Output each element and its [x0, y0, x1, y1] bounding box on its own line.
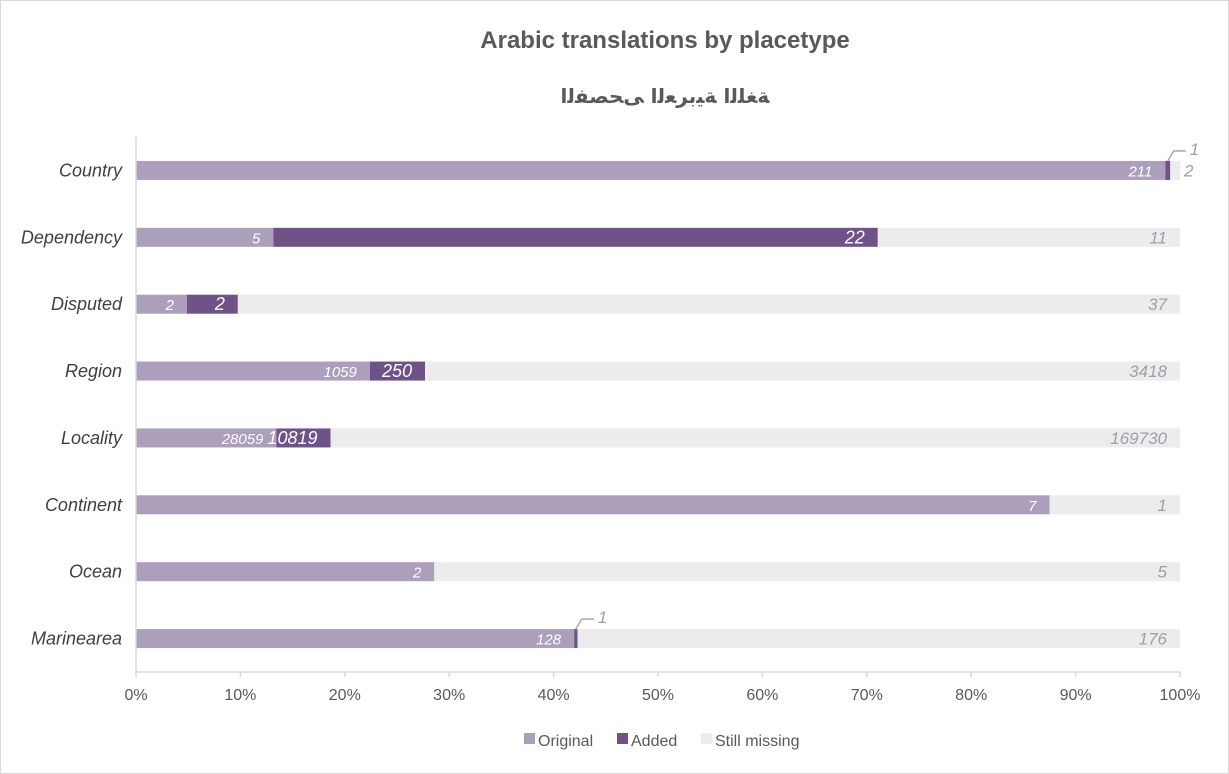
- bar-locality-still-missing: [330, 428, 1180, 448]
- bar-region-original: [136, 361, 370, 381]
- bar-marinearea-still-missing: [577, 629, 1180, 649]
- bar-locality-added: [276, 428, 331, 448]
- data-label-disputed-still-missing: 37: [1148, 295, 1167, 314]
- data-label-region-still-missing: 3418: [1129, 362, 1167, 381]
- x-tick-label: 70%: [851, 687, 883, 704]
- bar-disputed-original: [136, 294, 187, 314]
- data-label-disputed-original: 2: [165, 297, 175, 314]
- bar-dependency-still-missing: [877, 227, 1180, 247]
- data-label-country-added: 1: [1190, 140, 1199, 159]
- category-label-locality: Locality: [61, 428, 123, 448]
- data-label-marinearea-original: 128: [536, 632, 562, 649]
- bar-ocean-original: [136, 562, 435, 582]
- legend-label-still-missing: Still missing: [715, 733, 799, 750]
- bar-disputed-added: [186, 294, 238, 314]
- bar-country-still-missing: [1170, 160, 1180, 180]
- x-tick-label: 80%: [955, 687, 987, 704]
- bar-country-original: [136, 160, 1166, 180]
- category-label-ocean: Ocean: [69, 562, 122, 582]
- data-label-country-original: 211: [1127, 163, 1152, 180]
- data-label-locality-added: 10819: [268, 428, 318, 448]
- data-label-dependency-original: 5: [252, 230, 261, 247]
- data-label-dependency-still-missing: 11: [1149, 228, 1167, 247]
- legend-label-original: Original: [538, 733, 593, 750]
- bar-dependency-original: [136, 227, 274, 247]
- data-label-dependency-added: 22: [844, 227, 865, 247]
- category-label-dependency: Dependency: [21, 227, 123, 247]
- x-tick-label: 10%: [224, 687, 256, 704]
- x-tick-label: 90%: [1060, 687, 1092, 704]
- category-label-country: Country: [59, 160, 123, 180]
- data-label-continent-still-missing: 1: [1158, 496, 1167, 515]
- x-tick-label: 20%: [329, 687, 361, 704]
- bar-ocean-still-missing: [434, 562, 1180, 582]
- data-label-region-original: 1059: [324, 364, 358, 381]
- category-label-marinearea: Marinearea: [31, 629, 122, 649]
- bar-country-added: [1165, 160, 1171, 180]
- x-tick-label: 50%: [642, 687, 674, 704]
- x-tick-label: 30%: [433, 687, 465, 704]
- data-label-locality-still-missing: 169730: [1110, 429, 1167, 448]
- leader-line-country: [1167, 150, 1186, 162]
- bar-continent-still-missing: [1049, 495, 1180, 515]
- data-label-locality-original: 28059: [221, 431, 264, 448]
- bar-region-still-missing: [425, 361, 1181, 381]
- bar-region-added: [369, 361, 426, 381]
- bars-layer: [136, 160, 1181, 649]
- category-labels-layer: Country Dependency Disputed Region Locality C…: [21, 160, 123, 648]
- legend-swatch-added: [617, 733, 628, 744]
- chart-title: Arabic translations by placetype: [480, 27, 849, 54]
- data-label-country-still-missing: 2: [1183, 161, 1194, 180]
- legend-swatch-original: [524, 733, 535, 744]
- x-tick-label: 40%: [538, 687, 570, 704]
- x-ticks-layer: 0% 10% 20% 30% 40% 50% 60% 70% 80% 90% 100%: [124, 672, 1200, 704]
- bar-continent-original: [136, 495, 1050, 515]
- legend-label-added: Added: [631, 733, 677, 750]
- data-label-ocean-original: 2: [412, 565, 422, 582]
- data-label-ocean-still-missing: 5: [1158, 563, 1168, 582]
- leader-line-marinearea: [575, 618, 594, 630]
- x-tick-label: 100%: [1160, 687, 1201, 704]
- bar-marinearea-added: [574, 629, 578, 649]
- legend: Original Added Still missing: [524, 733, 799, 750]
- bar-marinearea-original: [136, 629, 575, 649]
- bar-disputed-still-missing: [237, 294, 1181, 314]
- legend-swatch-still-missing: [701, 733, 712, 744]
- data-label-marinearea-still-missing: 176: [1139, 630, 1168, 649]
- data-label-region-added: 250: [381, 361, 412, 381]
- data-label-continent-original: 7: [1028, 498, 1037, 515]
- data-label-marinearea-added: 1: [598, 608, 607, 627]
- bar-locality-original: [136, 428, 277, 448]
- bar-dependency-added: [273, 227, 878, 247]
- data-label-disputed-added: 2: [214, 294, 225, 314]
- chart-subtitle: ﺔﻐﻠﻟﺍ ﺔﻴﺑﺮﻌﻟﺍ ﻰﺤﺼﻔﻟﺍ: [561, 84, 771, 108]
- category-label-region: Region: [65, 361, 122, 381]
- category-label-continent: Continent: [45, 495, 123, 515]
- x-tick-label: 60%: [746, 687, 778, 704]
- category-label-disputed: Disputed: [51, 294, 123, 314]
- x-tick-label: 0%: [124, 687, 147, 704]
